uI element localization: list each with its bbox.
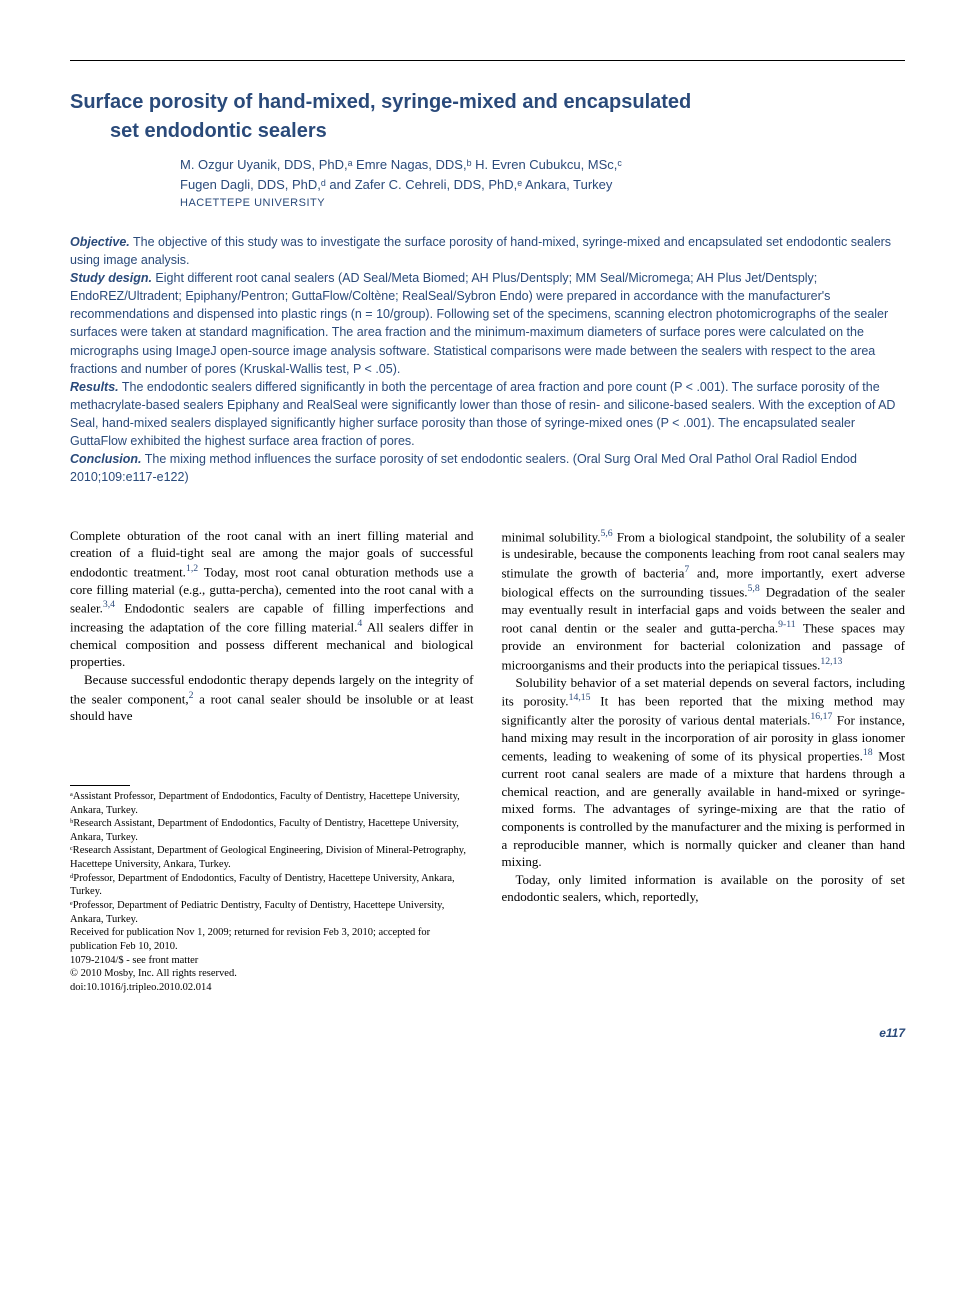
design-label: Study design. (70, 271, 152, 285)
design-text: Eight different root canal sealers (AD S… (70, 271, 888, 376)
body-paragraph-3: minimal solubility.5,6 From a biological… (502, 527, 906, 674)
received-date: Received for publication Nov 1, 2009; re… (70, 926, 474, 953)
affil-d: ᵈProfessor, Department of Endodontics, F… (70, 872, 474, 899)
citation-ref[interactable]: 14,15 (569, 692, 591, 703)
authors-line1: M. Ozgur Uyanik, DDS, PhD,ᵃ Emre Nagas, … (180, 157, 622, 172)
left-column: Complete obturation of the root canal wi… (70, 527, 474, 995)
institution: HACETTEPE UNIVERSITY (70, 196, 905, 211)
article-title-line1: Surface porosity of hand-mixed, syringe-… (70, 89, 905, 116)
citation-ref[interactable]: 16,17 (810, 711, 832, 722)
citation-ref[interactable]: 12,13 (820, 656, 842, 667)
body-columns: Complete obturation of the root canal wi… (70, 527, 905, 995)
affiliations-block: ᵃAssistant Professor, Department of Endo… (70, 790, 474, 995)
abstract-block: Objective. The objective of this study w… (70, 233, 905, 487)
affiliations-rule (70, 785, 130, 786)
page-number: e117 (70, 1025, 905, 1041)
issn: 1079-2104/$ - see front matter (70, 954, 474, 968)
conclusion-label: Conclusion. (70, 452, 142, 466)
copyright: © 2010 Mosby, Inc. All rights reserved. (70, 967, 474, 981)
article-title-line2: set endodontic sealers (70, 118, 905, 145)
citation-ref[interactable]: 1,2 (186, 563, 198, 574)
citation-ref[interactable]: 5,6 (600, 528, 612, 539)
body-paragraph-4: Solubility behavior of a set material de… (502, 674, 906, 871)
results-text: The endodontic sealers differed signific… (70, 380, 895, 448)
affil-a: ᵃAssistant Professor, Department of Endo… (70, 790, 474, 817)
body-paragraph-1: Complete obturation of the root canal wi… (70, 527, 474, 671)
results-label: Results. (70, 380, 119, 394)
conclusion-text: The mixing method influences the surface… (70, 452, 857, 484)
objective-label: Objective. (70, 235, 130, 249)
affil-b: ᵇResearch Assistant, Department of Endod… (70, 817, 474, 844)
citation-ref[interactable]: 3,4 (103, 599, 115, 610)
citation-ref[interactable]: 9-11 (778, 619, 796, 630)
citation-ref[interactable]: 5,8 (748, 583, 760, 594)
top-rule (70, 60, 905, 61)
affil-c: ᶜResearch Assistant, Department of Geolo… (70, 844, 474, 871)
right-column: minimal solubility.5,6 From a biological… (502, 527, 906, 995)
objective-text: The objective of this study was to inves… (70, 235, 891, 267)
body-paragraph-5: Today, only limited information is avail… (502, 871, 906, 906)
authors: M. Ozgur Uyanik, DDS, PhD,ᵃ Emre Nagas, … (70, 155, 905, 194)
affil-e: ᵉProfessor, Department of Pediatric Dent… (70, 899, 474, 926)
body-paragraph-2: Because successful endodontic therapy de… (70, 671, 474, 725)
citation-ref[interactable]: 18 (863, 747, 873, 758)
doi: doi:10.1016/j.tripleo.2010.02.014 (70, 981, 474, 995)
authors-line2: Fugen Dagli, DDS, PhD,ᵈ and Zafer C. Ceh… (180, 177, 612, 192)
